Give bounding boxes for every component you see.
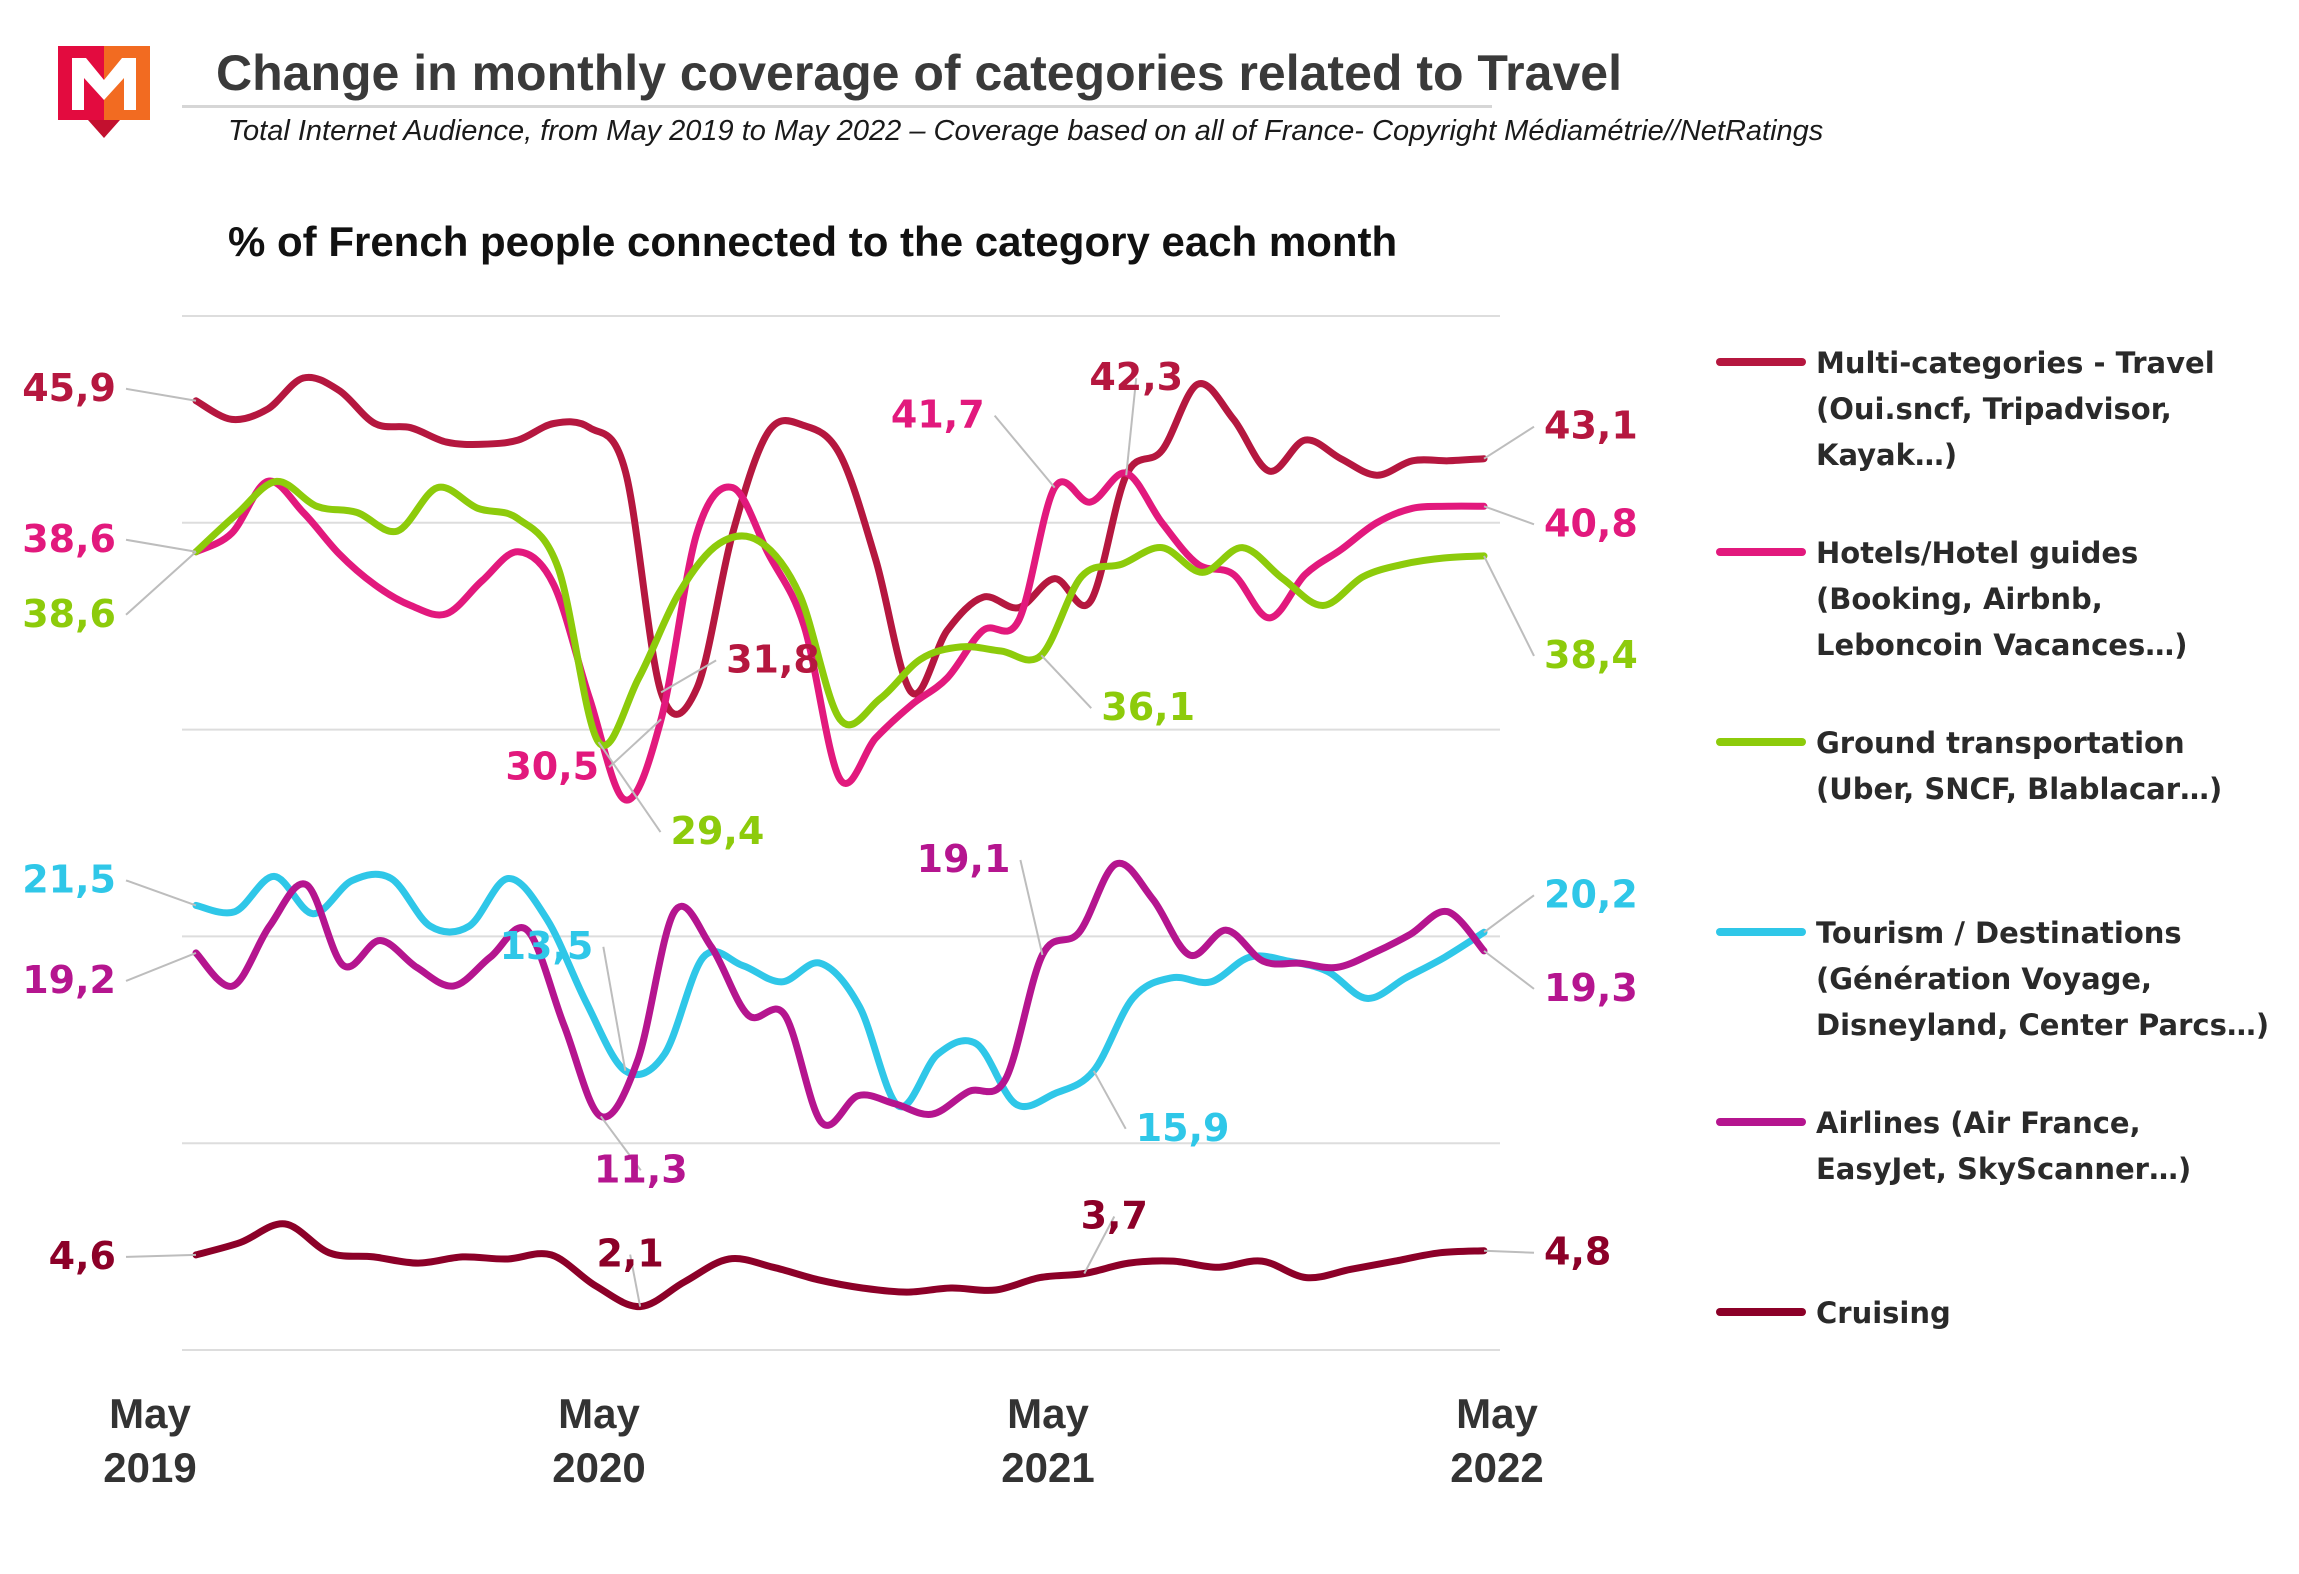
legend-label-line: Ground transportation (1816, 726, 2185, 760)
annotation-leader (599, 1115, 642, 1171)
x-tick-year: 2021 (1001, 1444, 1094, 1491)
x-tick-year: 2019 (103, 1444, 196, 1491)
data-label: 41,7 (891, 393, 985, 437)
annotation-leader (1483, 425, 1535, 460)
legend-label-line: Tourism / Destinations (1816, 916, 2182, 950)
legend-label: Airlines (Air France, EasyJet, SkyScanner… (1816, 1100, 2286, 1192)
data-label: 19,1 (917, 837, 1011, 881)
chart-grid (182, 315, 1500, 1351)
legend-label-line: (Booking, Airbnb, (1816, 582, 2103, 616)
x-tick-year: 2022 (1450, 1444, 1543, 1491)
data-label: 4,6 (49, 1234, 116, 1278)
x-axis: May 2019 May 2020 May 2021 May 2022 (103, 1390, 1543, 1491)
series-line-6 (192, 1220, 1488, 1311)
series-line-5 (192, 859, 1488, 1129)
legend-label: Multi-categories - Travel (Oui.sncf, Trip… (1816, 340, 2286, 478)
annotation-leader (125, 879, 197, 907)
x-tick-month: May (109, 1390, 191, 1437)
legend-label: Cruising (1816, 1290, 2286, 1336)
data-label: 43,1 (1544, 404, 1638, 448)
legend-label: Hotels/Hotel guides (Booking, Airbnb, Lebo… (1816, 530, 2286, 668)
data-label: 42,3 (1089, 355, 1183, 399)
data-label: 30,5 (505, 744, 599, 788)
page-subtitle: Total Internet Audience, from May 2019 t… (228, 115, 1824, 147)
data-label: 4,8 (1544, 1230, 1611, 1274)
annotation-layer: 45,9 31,8 42,3 43,1 38,6 30,5 41,7 40,8 38,6 29,4… (22, 355, 1638, 1307)
series-line-2 (192, 469, 1488, 804)
data-label: 45,9 (22, 366, 116, 410)
series-line-4 (192, 870, 1488, 1111)
data-label: 13,5 (500, 924, 594, 968)
legend-swatch (1716, 928, 1806, 936)
legend-swatch (1716, 358, 1806, 366)
annotation-leader (1083, 1216, 1116, 1274)
legend-swatch (1716, 548, 1806, 556)
annotation-leader (602, 946, 627, 1071)
data-label: 11,3 (594, 1147, 688, 1191)
legend-label-line: (Uber, SNCF, Blablacar…) (1816, 772, 2223, 806)
legend-label: Tourism / Destinations (Génération Voyage… (1816, 910, 2286, 1048)
data-label: 19,3 (1544, 966, 1638, 1010)
data-label: 38,4 (1544, 633, 1638, 677)
annotation-leader (1483, 894, 1535, 934)
annotation-leader (1019, 859, 1044, 956)
legend-label-line: (Génération Voyage, (1816, 962, 2153, 996)
legend-swatch (1716, 1308, 1806, 1316)
annotation-leader (125, 551, 197, 616)
title-divider (182, 105, 1492, 108)
annotation-leader (1483, 555, 1535, 657)
legend-label-line: Disneyland, Center Parcs…) (1816, 1008, 2270, 1042)
annotation-leader (597, 741, 662, 833)
annotation-leader (125, 1253, 197, 1258)
x-tick-month: May (1456, 1390, 1538, 1437)
annotation-leader (993, 415, 1056, 489)
series-line-1 (192, 373, 1488, 718)
annotation-leader (1092, 1070, 1127, 1130)
series-layer (192, 373, 1488, 1311)
legend-label-line: EasyJet, SkyScanner…) (1816, 1152, 2192, 1186)
annotation-leader (660, 659, 717, 694)
series-line-3 (192, 477, 1488, 749)
data-label: 2,1 (596, 1232, 663, 1276)
chart-title: % of French people connected to the cate… (228, 218, 1398, 265)
data-label: 36,1 (1101, 685, 1195, 729)
annotation-leader (629, 1254, 642, 1307)
annotation-leader (125, 387, 197, 402)
legend-label-line: Kayak…) (1816, 438, 1958, 472)
mediametrie-logo-icon (58, 46, 150, 138)
annotation-leader (1483, 950, 1535, 990)
annotation-leader (608, 718, 662, 768)
data-label: 40,8 (1544, 501, 1638, 545)
page-title: Change in monthly coverage of categories… (216, 45, 1622, 101)
x-tick-year: 2020 (552, 1444, 645, 1491)
x-tick-month: May (1007, 1390, 1089, 1437)
annotation-leader (1483, 505, 1535, 526)
data-label: 38,6 (22, 592, 116, 636)
annotation-leader (125, 952, 197, 982)
data-label: 31,8 (726, 637, 820, 681)
annotation-leader (1040, 654, 1092, 709)
x-tick-month: May (558, 1390, 640, 1437)
data-label: 19,2 (22, 958, 116, 1002)
data-label: 3,7 (1081, 1193, 1148, 1237)
data-label: 29,4 (671, 809, 765, 853)
legend-label-line: Leboncoin Vacances…) (1816, 628, 2188, 662)
annotation-leader (1125, 378, 1138, 476)
legend-label-line: (Oui.sncf, Tripadvisor, (1816, 392, 2172, 426)
legend-label-line: Cruising (1816, 1296, 1951, 1330)
data-label: 38,6 (22, 517, 116, 561)
legend-label-line: Hotels/Hotel guides (1816, 536, 2139, 570)
legend-swatch (1716, 1118, 1806, 1126)
annotation-leader (1483, 1249, 1535, 1254)
legend-label-line: Multi-categories - Travel (1816, 346, 2215, 380)
legend-label-line: Airlines (Air France, (1816, 1106, 2141, 1140)
annotation-leader (125, 538, 197, 553)
data-label: 15,9 (1136, 1106, 1230, 1150)
data-label: 21,5 (22, 857, 116, 901)
legend-label: Ground transportation (Uber, SNCF, Blabla… (1816, 720, 2286, 812)
legend-swatch (1716, 738, 1806, 746)
data-label: 20,2 (1544, 872, 1638, 916)
